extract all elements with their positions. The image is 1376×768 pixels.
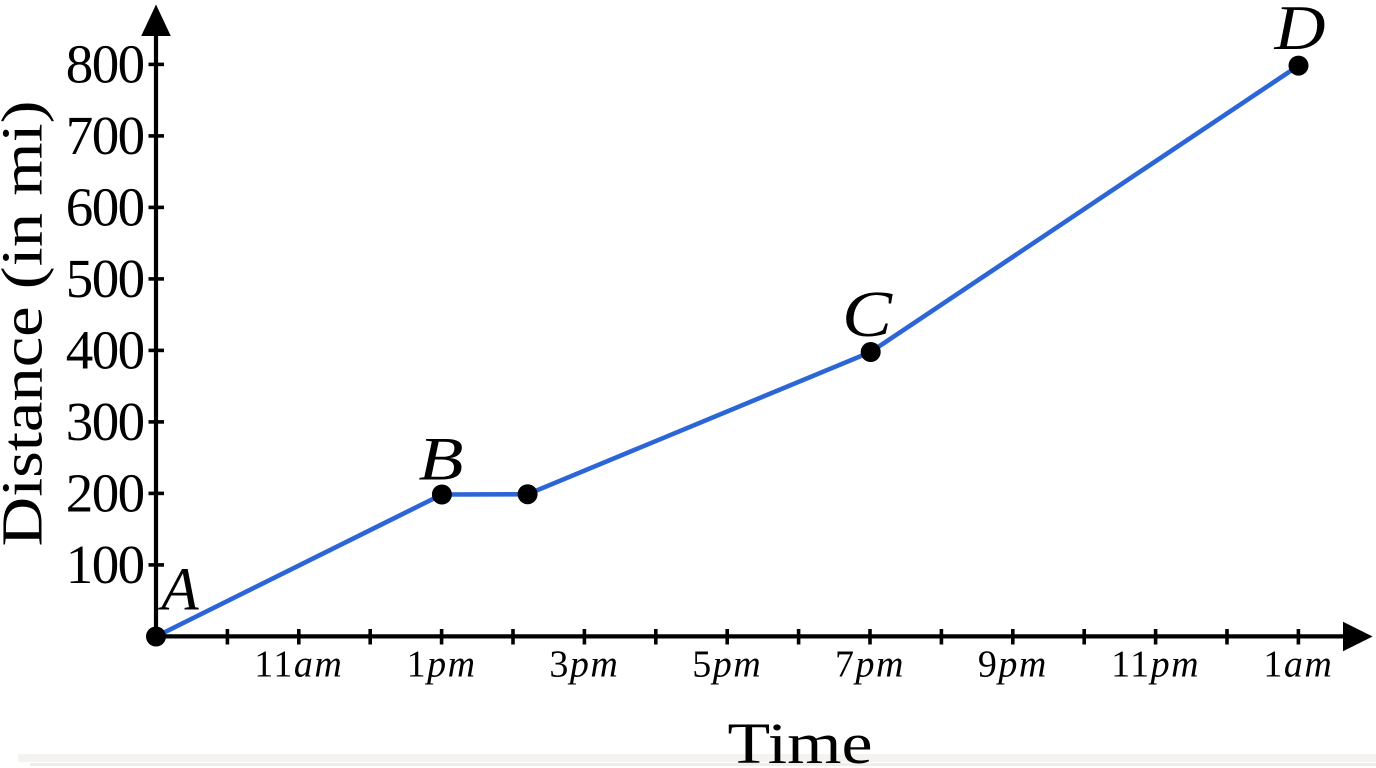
svg-text:11pm: 11pm <box>1111 644 1200 686</box>
svg-text:800: 800 <box>66 33 144 94</box>
svg-text:A: A <box>157 557 199 624</box>
svg-text:200: 200 <box>66 462 144 523</box>
svg-text:500: 500 <box>66 248 144 309</box>
svg-text:D: D <box>1273 0 1325 63</box>
svg-text:B: B <box>419 427 464 494</box>
svg-text:11am: 11am <box>254 644 343 686</box>
svg-text:3pm: 3pm <box>549 644 619 686</box>
svg-text:C: C <box>842 278 893 351</box>
svg-text:9pm: 9pm <box>978 644 1048 686</box>
svg-text:Distance (in mi): Distance (in mi) <box>0 101 55 547</box>
svg-text:300: 300 <box>66 391 144 452</box>
svg-text:100: 100 <box>66 534 144 595</box>
svg-text:7pm: 7pm <box>835 644 905 686</box>
svg-text:600: 600 <box>66 176 144 237</box>
svg-text:Time: Time <box>728 711 873 768</box>
svg-text:400: 400 <box>66 319 144 380</box>
svg-text:5pm: 5pm <box>692 644 762 686</box>
svg-text:700: 700 <box>66 105 144 166</box>
svg-text:1pm: 1pm <box>407 644 477 686</box>
svg-text:1am: 1am <box>1263 644 1333 686</box>
